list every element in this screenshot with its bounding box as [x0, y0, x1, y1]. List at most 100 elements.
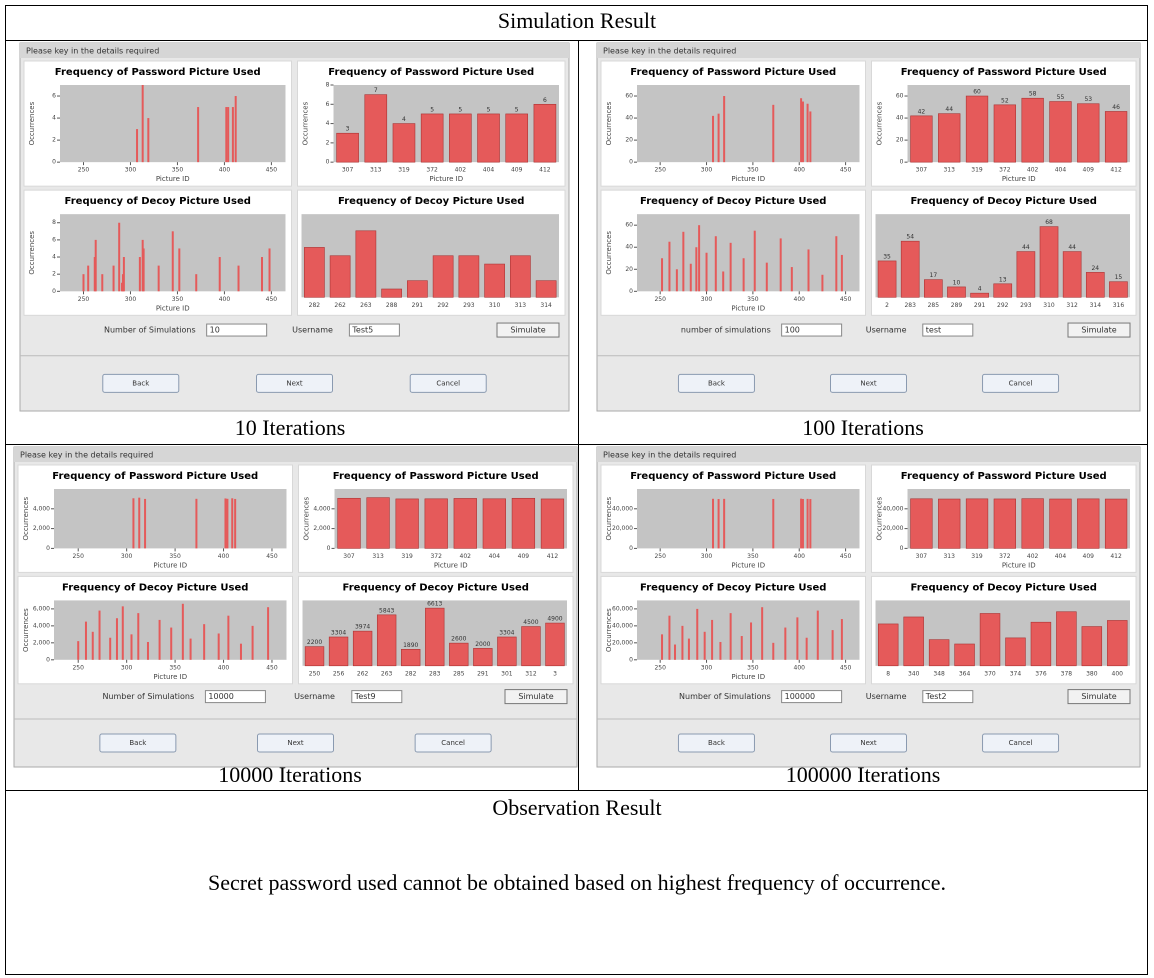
prompt: Please key in the details required: [603, 451, 736, 460]
x-tick-label: 450: [266, 296, 278, 303]
x-tick-label: 3: [553, 670, 557, 677]
x-tick-label: 300: [701, 167, 713, 174]
bar: [971, 293, 989, 297]
x-tick-label: 450: [840, 296, 852, 303]
simulations-value: 100000: [785, 692, 816, 701]
spike: [261, 257, 263, 291]
simulations-label: Number of Simulations: [102, 692, 194, 701]
x-tick-label: 314: [540, 302, 552, 309]
spike: [715, 236, 717, 291]
spike: [688, 639, 690, 660]
back-label: Back: [708, 379, 726, 387]
value-label: 4500: [523, 619, 538, 626]
table-title: Simulation Result: [498, 8, 656, 33]
spike: [807, 499, 809, 549]
bar: [401, 649, 420, 665]
bar: [901, 241, 919, 297]
x-tick-label: 291: [412, 302, 424, 309]
value-label: 44: [1068, 244, 1076, 251]
value-label: 44: [945, 106, 953, 113]
x-tick-label: 283: [429, 670, 441, 677]
spike: [116, 618, 118, 660]
chart-title: Frequency of Decoy Picture Used: [911, 582, 1097, 593]
y-tick-label: 8: [52, 219, 56, 226]
x-tick-label: 316: [1113, 302, 1125, 309]
username-value: Test9: [354, 692, 376, 701]
bar: [1077, 499, 1099, 549]
y-tick-label: 0: [629, 288, 633, 295]
spike: [723, 96, 725, 162]
y-tick-label: 0: [46, 656, 50, 663]
value-label: 58: [1029, 91, 1037, 98]
x-tick-label: 250: [654, 296, 666, 303]
x-tick-label: 370: [984, 670, 996, 677]
spike: [178, 248, 180, 291]
value-label: 35: [883, 253, 891, 260]
x-tick-label: 340: [908, 670, 920, 677]
x-tick-label: 300: [125, 167, 137, 174]
bar: [1022, 98, 1044, 162]
y-tick-label: 0: [52, 159, 56, 166]
bar: [1040, 227, 1058, 298]
bar: [1017, 252, 1035, 298]
chart-title: Frequency of Decoy Picture Used: [65, 196, 251, 207]
bar: [407, 281, 427, 298]
next-label: Next: [286, 379, 303, 387]
spike: [817, 611, 819, 660]
x-tick-label: 319: [971, 167, 983, 174]
value-label: 5: [430, 106, 434, 113]
x-tick-label: 250: [654, 167, 666, 174]
spike: [226, 499, 228, 549]
bar: [483, 499, 506, 549]
x-tick-label: 350: [169, 664, 181, 671]
bar: [1105, 111, 1127, 162]
bar: [393, 124, 415, 163]
cancel-label: Cancel: [1009, 739, 1033, 747]
document-table: Simulation Result Observation Result Sec…: [0, 0, 1154, 978]
spike: [142, 85, 144, 162]
bar: [498, 637, 517, 666]
y-tick-label: 6: [52, 93, 56, 100]
prompt: Please key in the details required: [20, 451, 153, 460]
spike: [147, 642, 149, 660]
spike: [696, 609, 698, 660]
back-label: Back: [708, 739, 726, 747]
x-tick-label: 250: [78, 167, 90, 174]
x-tick-label: 313: [943, 553, 955, 560]
bar: [1105, 499, 1127, 548]
x-tick-label: 450: [266, 553, 278, 560]
spike: [766, 263, 768, 292]
y-axis-label: Occurrences: [22, 608, 30, 652]
x-tick-label: 450: [840, 553, 852, 560]
spike: [730, 613, 732, 660]
spike: [269, 248, 271, 291]
y-tick-label: 4: [52, 115, 56, 122]
x-tick-label: 250: [309, 670, 321, 677]
chart-title: Frequency of Decoy Picture Used: [338, 196, 524, 207]
value-label: 44: [1022, 244, 1030, 251]
next-label: Next: [860, 379, 877, 387]
x-axis-label: Picture ID: [731, 175, 765, 183]
spike: [159, 620, 161, 660]
x-tick-label: 307: [342, 167, 354, 174]
spike: [190, 639, 192, 660]
spike: [723, 499, 725, 549]
x-tick-label: 263: [381, 670, 393, 677]
spike: [172, 231, 174, 291]
next-label: Next: [287, 739, 304, 747]
value-label: 10: [953, 279, 961, 286]
spike: [95, 240, 97, 291]
plot-area: [637, 85, 860, 162]
spike: [85, 622, 87, 660]
x-tick-label: 319: [398, 167, 410, 174]
spike: [143, 248, 145, 291]
x-tick-label: 256: [333, 670, 345, 677]
value-label: 52: [1001, 97, 1009, 104]
screenshot-panel: Please key in the details requiredFreque…: [14, 447, 577, 767]
spike: [661, 258, 663, 291]
spike: [227, 107, 229, 162]
y-axis-label: Occurrences: [605, 608, 613, 652]
y-tick-label: 40: [625, 244, 633, 251]
x-tick-label: 380: [1086, 670, 1098, 677]
bar: [947, 287, 965, 297]
